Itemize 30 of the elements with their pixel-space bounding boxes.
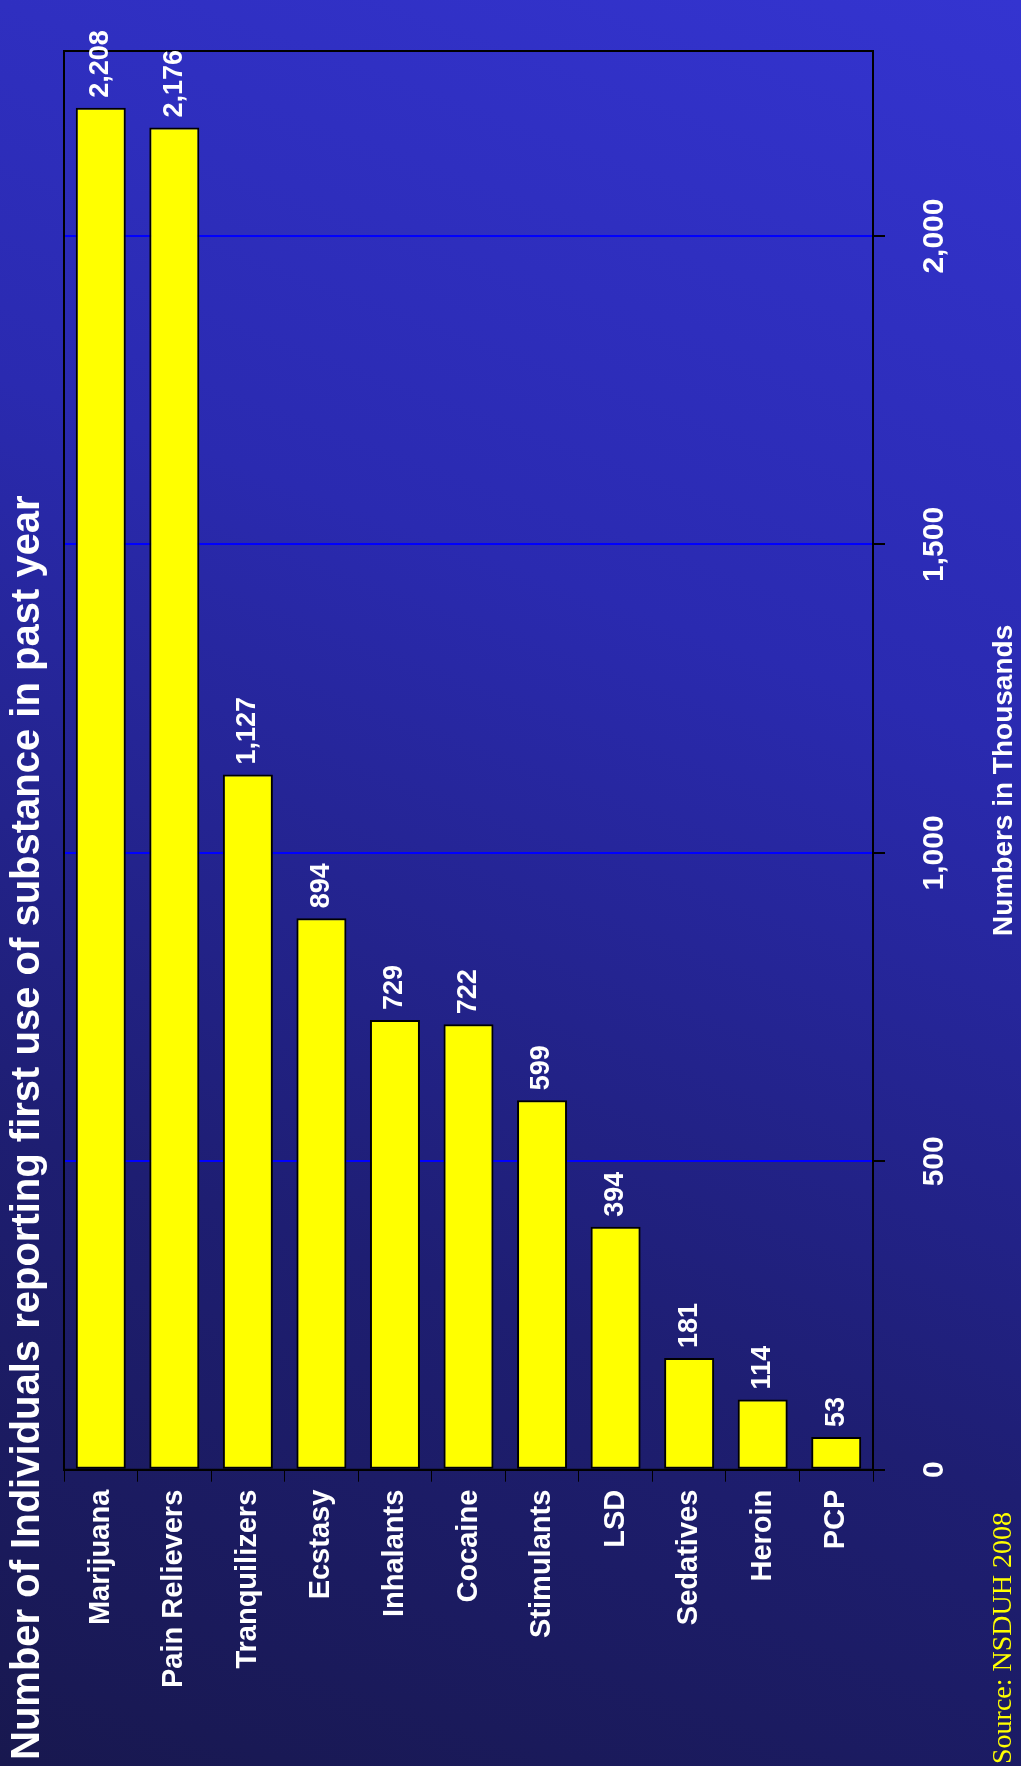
x-tick-label: Sedatives [671,1489,704,1626]
x-tick-label: Heroin [744,1489,777,1582]
y-tick-label: 1,500 [916,506,950,583]
y-tick-label: 0 [916,1461,950,1479]
y-tick-label: 1,000 [916,815,950,891]
y-tick-label: 2,000 [916,198,950,274]
data-label: 181 [672,1303,703,1349]
text: Number of Individuals reporting first use of substance in past year [3,495,48,1760]
x-tick-label: Tranquilizers [229,1489,262,1669]
x-tick-label: Pain Relievers [156,1489,189,1689]
x-tick-label: LSD [597,1489,630,1548]
x-tick-label: Stimulants [524,1489,557,1638]
x-tick-label: Cocaine [450,1489,483,1603]
x-tick-label: Ecstasy [303,1489,336,1600]
x-tick-label: Inhalants [376,1489,409,1618]
data-label: 894 [304,863,335,909]
y-axis-title: Numbers in Thousands [986,624,1018,936]
y-tick-label: 500 [916,1136,950,1187]
x-tick-label: PCP [818,1489,851,1550]
data-label: 114 [746,1345,777,1390]
data-label: 599 [525,1045,556,1091]
data-label: 2,176 [157,49,188,118]
data-label: 394 [599,1171,630,1217]
data-label: 1,127 [231,696,262,765]
data-label: 2,208 [84,30,115,98]
data-label: 722 [451,969,482,1015]
source-note: Source: NSDUH 2008 [986,1512,1018,1764]
x-tick-label: Marijuana [82,1488,115,1626]
data-label: 729 [378,964,409,1011]
data-label: 53 [819,1396,850,1428]
